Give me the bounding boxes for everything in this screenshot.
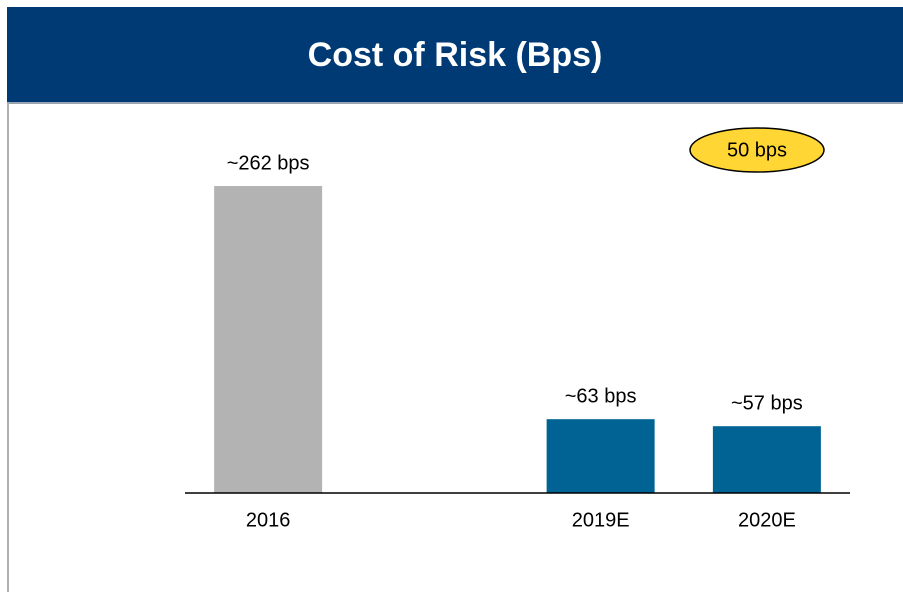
x-tick-label: 2019E <box>572 509 630 531</box>
x-tick-label: 2016 <box>246 509 291 531</box>
x-tick-label: 2020E <box>738 509 796 531</box>
annotation-badge <box>689 127 825 173</box>
value-label: ~63 bps <box>565 385 637 407</box>
bar <box>214 186 323 494</box>
header-band <box>7 7 903 102</box>
value-label: ~57 bps <box>731 392 803 414</box>
chart-title: Cost of Risk (Bps) <box>308 36 603 74</box>
annotation: 50 bps <box>727 139 787 161</box>
bar <box>546 419 655 493</box>
bar <box>712 426 821 493</box>
value-label: ~262 bps <box>227 152 310 174</box>
